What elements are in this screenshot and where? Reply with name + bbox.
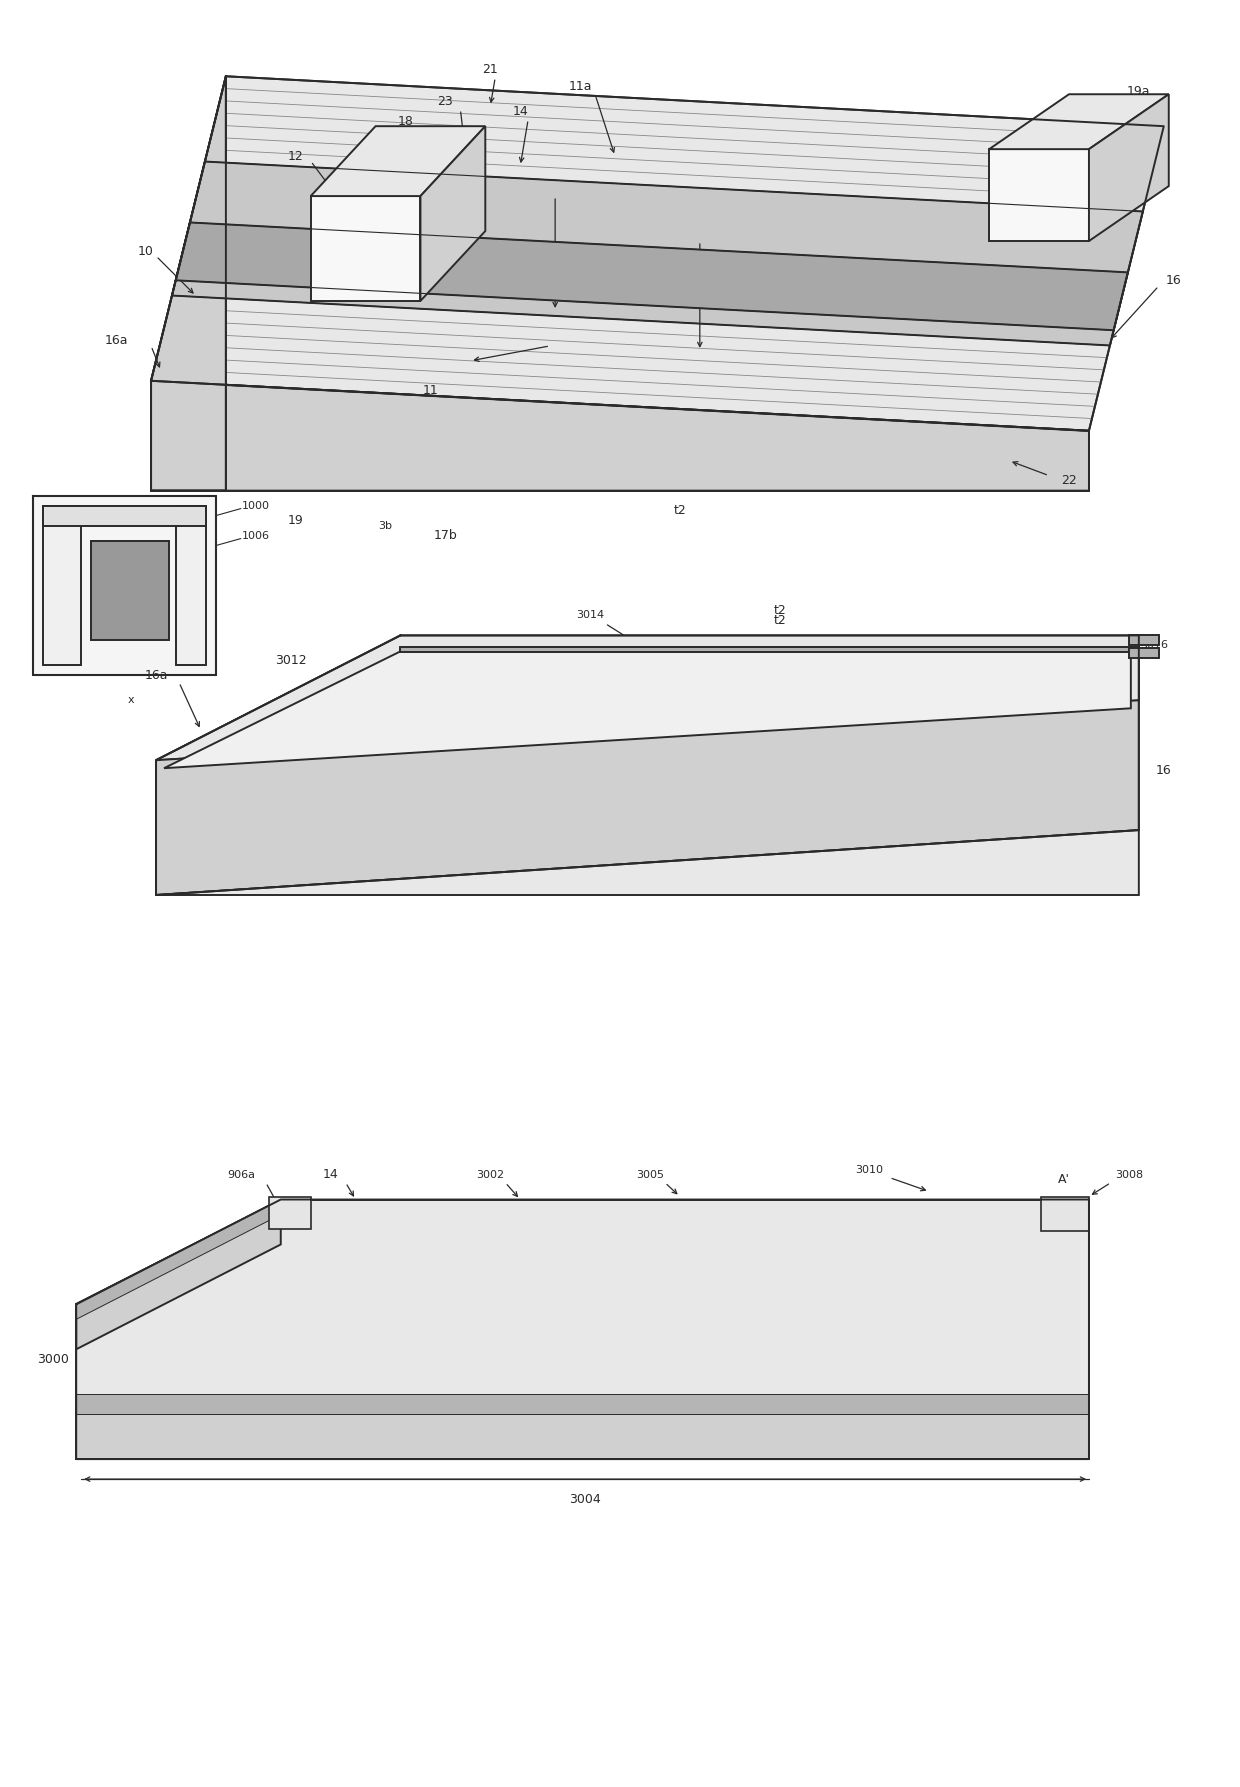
Text: t2: t2: [774, 604, 786, 617]
Text: 3014: 3014: [577, 611, 604, 620]
Polygon shape: [311, 197, 420, 300]
Polygon shape: [76, 1414, 1089, 1460]
Text: 3012: 3012: [275, 654, 306, 667]
Text: 19: 19: [288, 515, 304, 527]
Text: A': A': [1058, 1172, 1070, 1187]
Text: 3005: 3005: [636, 1169, 663, 1179]
Polygon shape: [151, 77, 226, 491]
Text: 906: 906: [787, 1333, 811, 1346]
Text: 17b: 17b: [434, 529, 458, 541]
Polygon shape: [1128, 636, 1159, 645]
Polygon shape: [92, 540, 169, 640]
Polygon shape: [76, 1199, 280, 1319]
Polygon shape: [990, 148, 1089, 241]
Text: (Prior Art): (Prior Art): [951, 840, 1047, 860]
Polygon shape: [76, 1199, 1089, 1414]
Text: t2: t2: [673, 504, 686, 516]
Polygon shape: [43, 506, 206, 525]
Text: 3004: 3004: [569, 1492, 601, 1506]
Text: 22: 22: [1061, 474, 1076, 488]
Text: 16a: 16a: [144, 668, 167, 683]
Polygon shape: [1042, 1197, 1089, 1231]
Polygon shape: [176, 222, 1128, 331]
Text: 3010: 3010: [856, 1165, 883, 1174]
Text: 18: 18: [398, 114, 413, 127]
Polygon shape: [990, 95, 1169, 148]
Polygon shape: [1128, 649, 1159, 658]
Text: 14: 14: [512, 105, 528, 118]
Polygon shape: [151, 77, 1164, 431]
Text: 3006: 3006: [130, 1303, 162, 1315]
Polygon shape: [156, 636, 1138, 759]
Text: 3008: 3008: [1115, 1169, 1143, 1179]
Polygon shape: [401, 647, 1138, 652]
Polygon shape: [43, 506, 81, 665]
Polygon shape: [33, 495, 216, 675]
Polygon shape: [420, 127, 485, 300]
Text: 16: 16: [1156, 763, 1172, 777]
Text: 1006: 1006: [242, 531, 270, 540]
Polygon shape: [176, 506, 206, 665]
Polygon shape: [76, 1394, 1089, 1414]
Polygon shape: [156, 831, 1138, 895]
Text: 19a: 19a: [1127, 84, 1151, 98]
Text: x: x: [128, 695, 134, 706]
Text: A: A: [1060, 1397, 1068, 1410]
Text: 3000: 3000: [37, 1353, 69, 1365]
Text: 11: 11: [423, 384, 438, 397]
Text: 12: 12: [288, 150, 304, 163]
Polygon shape: [156, 701, 1138, 895]
Text: FIG. 1: FIG. 1: [962, 799, 1035, 822]
Text: t2: t2: [774, 615, 786, 627]
Text: 16a: 16a: [104, 334, 128, 347]
Polygon shape: [1089, 95, 1169, 241]
Text: 3002: 3002: [476, 1169, 505, 1179]
Text: 3b: 3b: [378, 520, 393, 531]
Text: 21: 21: [482, 63, 498, 75]
Polygon shape: [164, 647, 1131, 768]
Polygon shape: [269, 1197, 311, 1229]
Text: 906a: 906a: [227, 1169, 255, 1179]
Polygon shape: [151, 381, 1089, 491]
Text: 11a: 11a: [568, 80, 591, 93]
Text: 16: 16: [1166, 275, 1182, 288]
Polygon shape: [172, 161, 1143, 345]
Text: 23: 23: [438, 95, 454, 107]
Text: 14: 14: [322, 1169, 339, 1181]
Text: 3016: 3016: [1140, 640, 1168, 650]
Text: 1000: 1000: [242, 500, 270, 511]
Polygon shape: [76, 1199, 280, 1349]
Text: 10: 10: [138, 245, 154, 257]
Polygon shape: [311, 127, 485, 197]
